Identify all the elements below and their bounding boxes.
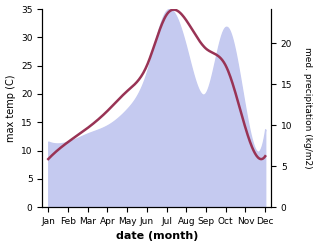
Y-axis label: max temp (C): max temp (C) [5,74,16,142]
Y-axis label: med. precipitation (kg/m2): med. precipitation (kg/m2) [303,47,313,169]
X-axis label: date (month): date (month) [115,231,198,242]
